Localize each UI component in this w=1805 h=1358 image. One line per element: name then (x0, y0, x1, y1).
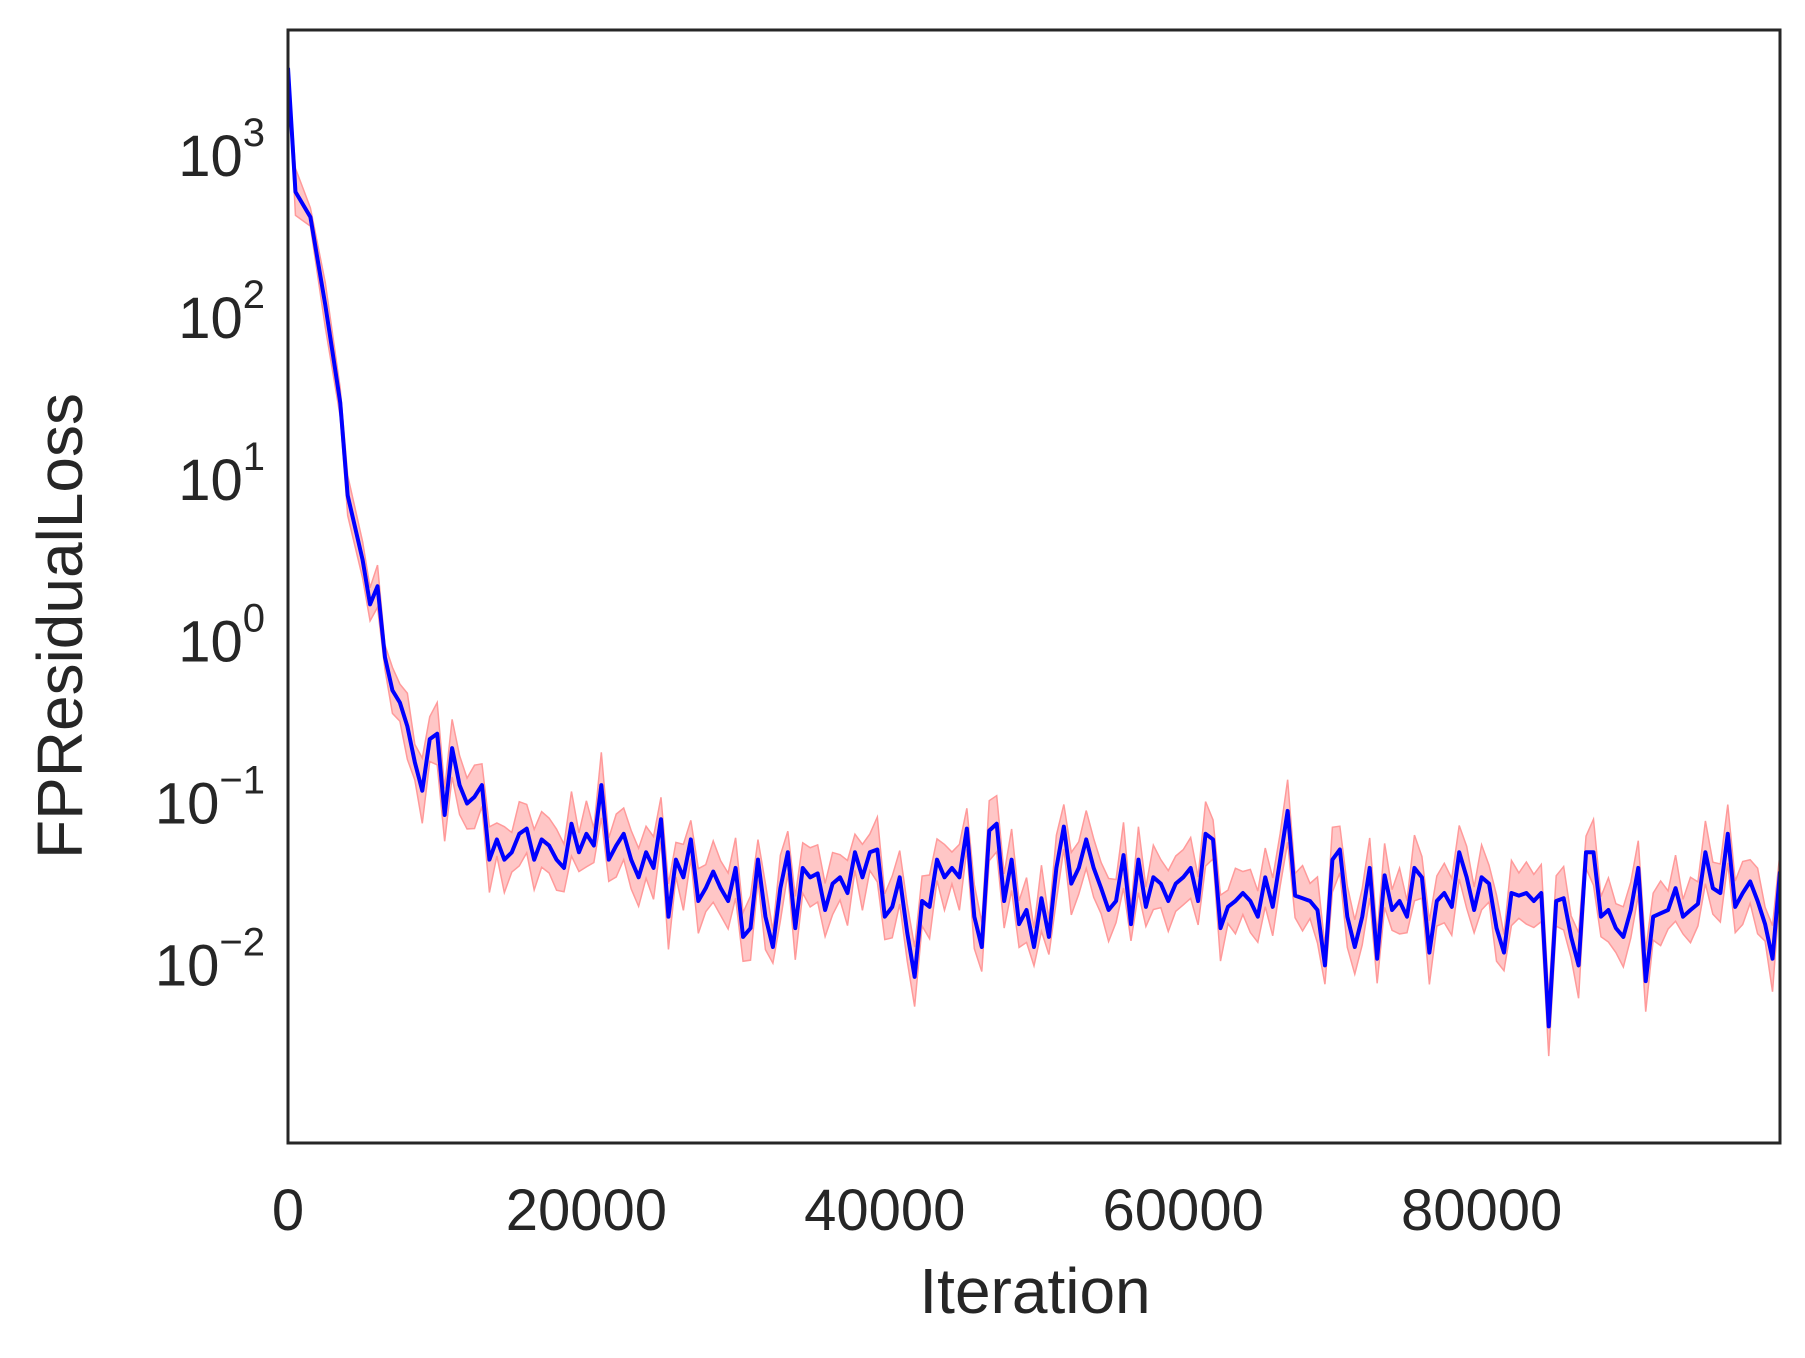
x-axis-label: Iteration (919, 1255, 1150, 1327)
y-tick-label: 100 (178, 597, 265, 675)
y-tick-label: 103 (178, 111, 265, 189)
series-line (288, 67, 1780, 1029)
plot-area (288, 64, 1780, 1057)
y-tick-label: 101 (178, 435, 265, 513)
plot-frame (286, 28, 1782, 1145)
x-tick-label: 80000 (1401, 1178, 1562, 1243)
y-tick-label: 10−2 (155, 920, 265, 998)
x-tick-label: 0 (272, 1178, 304, 1243)
x-tick-label: 40000 (804, 1178, 965, 1243)
y-axis-label: FPResidualLoss (24, 393, 96, 859)
x-tick-label: 20000 (506, 1178, 667, 1243)
y-tick-label: 102 (178, 273, 265, 351)
axes: 0 20000 40000 60000 80000 103 102 101 100 10−1 10−… (155, 28, 1782, 1243)
x-tick-label: 60000 (1103, 1178, 1264, 1243)
confidence-band (288, 64, 1780, 1057)
y-tick-label: 10−1 (155, 759, 265, 837)
